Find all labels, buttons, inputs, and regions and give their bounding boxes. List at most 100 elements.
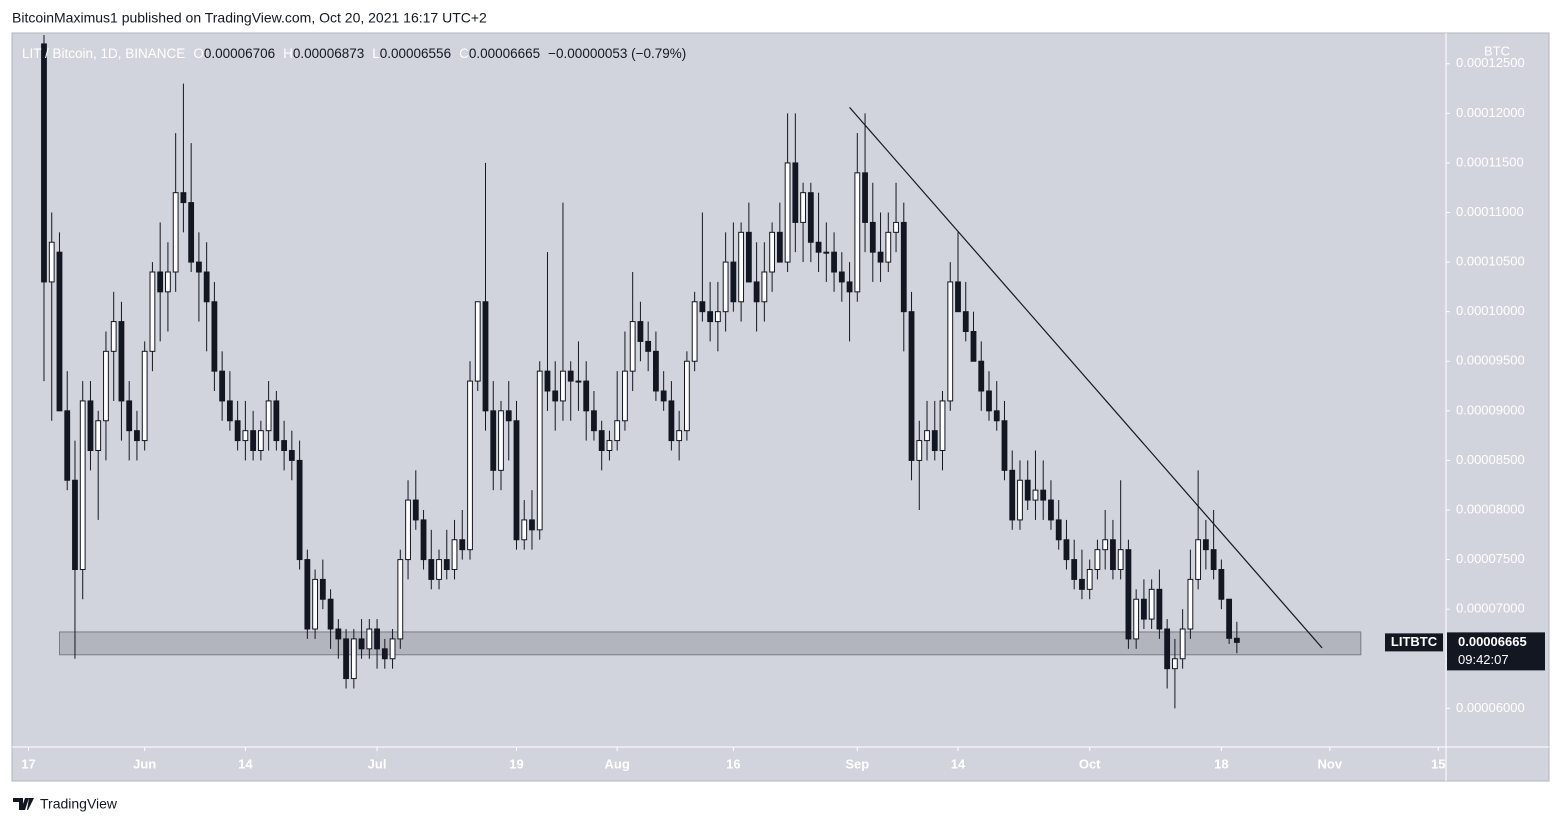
candle-body [645, 340, 652, 352]
candle-body [1110, 539, 1116, 570]
candle-body [1195, 539, 1202, 580]
x-tick-label: 18 [1214, 756, 1228, 771]
x-tick-label: Sep [845, 756, 869, 771]
candle-body [1125, 549, 1132, 640]
candle-body [389, 638, 396, 660]
candle-body [513, 420, 520, 541]
candle-body [598, 430, 605, 451]
candle-body [350, 638, 357, 680]
candle-body [1009, 469, 1016, 521]
candle-body [428, 559, 435, 580]
candle-body [1141, 598, 1147, 620]
axis-unit: BTC [1484, 43, 1510, 58]
ohlc-label: O [193, 46, 204, 61]
candle-body [420, 519, 427, 561]
candle-body [900, 221, 907, 313]
x-tick-label: 15 [1431, 756, 1445, 771]
candle-body [126, 400, 133, 432]
ohlc-label: C [459, 46, 469, 61]
candle-body [908, 311, 915, 461]
x-tick-label: Nov [1318, 756, 1343, 771]
candle-body [1210, 549, 1217, 570]
candle-body [1218, 568, 1225, 600]
candle-body [188, 202, 195, 263]
candle-body [1179, 628, 1186, 660]
candle-body [288, 449, 295, 461]
y-tick-label: 0.00009500 [1456, 353, 1525, 368]
candle-body [436, 559, 442, 580]
ohlc-label: H [283, 46, 293, 61]
candle-body [203, 271, 210, 303]
candle-body [498, 410, 504, 471]
candle-body [1133, 598, 1140, 640]
trend-line [849, 106, 1323, 649]
y-tick-label: 0.00007500 [1456, 551, 1525, 566]
y-tick-label: 0.00011000 [1456, 204, 1524, 219]
symbol: LIT / Bitcoin, 1D, BINANCE [22, 46, 185, 61]
logo-icon [13, 798, 34, 810]
y-tick-label: 0.00006000 [1456, 700, 1525, 715]
candle-body [467, 380, 473, 551]
candle-body [64, 410, 71, 481]
candle-body [769, 231, 776, 273]
candle-body [862, 172, 868, 223]
change: −0.00000053 (−0.79%) [548, 46, 686, 61]
candle-body [397, 559, 404, 640]
candle-body [1094, 549, 1101, 570]
candle-body [815, 241, 822, 253]
candle-body [939, 400, 946, 451]
candle-body [226, 400, 233, 422]
candle-body [273, 400, 280, 442]
candle-body [583, 380, 590, 412]
y-tick-label: 0.00012000 [1456, 105, 1525, 120]
x-tick-label: Jul [368, 756, 387, 771]
candle-body [48, 241, 55, 283]
candle-body [714, 311, 721, 323]
candle-body [730, 261, 737, 303]
candle-body [1148, 588, 1155, 620]
candle-body [296, 459, 303, 561]
candle-body [459, 539, 466, 551]
candle-body [738, 231, 745, 303]
candle-body [707, 311, 714, 323]
y-tick-label: 0.00008000 [1456, 501, 1525, 516]
candle-body [1063, 539, 1070, 561]
candle-body [753, 281, 760, 303]
candle-body [683, 360, 690, 432]
ohlc-label: L [372, 46, 380, 61]
candle-body [219, 370, 226, 402]
candle-body [451, 539, 458, 570]
x-tick-label: 16 [726, 756, 740, 771]
candle-body [924, 430, 930, 442]
y-tick-label: 0.00011500 [1456, 154, 1524, 169]
candle-body [327, 598, 334, 630]
candle-body [482, 301, 489, 412]
y-tick-label: 0.00007000 [1456, 601, 1525, 616]
candle-body [1202, 539, 1209, 551]
candle-body [823, 251, 830, 254]
candle-body [118, 321, 125, 402]
candle-body [242, 430, 249, 442]
candle-body [281, 440, 288, 451]
candle-body [916, 440, 923, 461]
price-label: 0.00006665 [1458, 634, 1527, 649]
candle-body [784, 162, 791, 263]
candle-body [846, 281, 853, 293]
candle-body [1001, 420, 1008, 471]
candle-body [110, 321, 117, 352]
candle-body [575, 380, 582, 383]
ohlc-value: 0.00006873 [293, 46, 364, 61]
candle-body [172, 192, 179, 273]
y-tick-label: 0.00010500 [1456, 254, 1525, 269]
candle-body [87, 400, 94, 451]
candle-body [211, 301, 218, 372]
candle-body [653, 350, 659, 392]
candle-body [893, 221, 899, 233]
candle-body [552, 390, 559, 402]
candle-body [776, 231, 783, 263]
candle-body [1233, 637, 1240, 643]
ohlc-value: 0.00006556 [380, 46, 451, 61]
candle-body [1040, 489, 1047, 501]
